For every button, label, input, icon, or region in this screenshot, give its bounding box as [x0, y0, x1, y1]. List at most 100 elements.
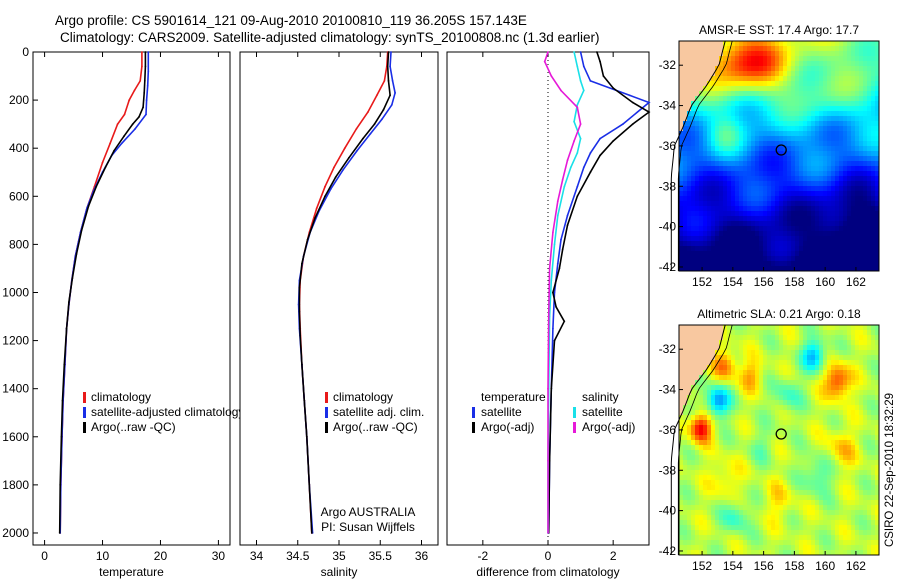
sla_map-heatmap-cell [735, 510, 740, 516]
sla_map-land-cell [691, 330, 696, 336]
sst_map-heatmap-cell [699, 221, 704, 227]
sla_map-heatmap-cell [763, 345, 768, 351]
sla_map-heatmap-cell [815, 535, 820, 541]
sst_map-heatmap-cell [787, 86, 792, 92]
sst_map-heatmap-cell [867, 41, 872, 47]
sst_map-heatmap-cell [863, 141, 868, 147]
sst_map-heatmap-cell [687, 111, 692, 117]
sla_map-heatmap-cell [855, 340, 860, 346]
sla_map-heatmap-cell [823, 440, 828, 446]
sla_map-heatmap-cell [687, 515, 692, 521]
sst_map-heatmap-cell [807, 126, 812, 132]
sst_map-heatmap-cell [699, 266, 704, 272]
sst_map-heatmap-cell [815, 261, 820, 267]
sst_map-heatmap-cell [811, 261, 816, 267]
sst_map-heatmap-cell [723, 41, 728, 47]
sst_map-heatmap-cell [843, 56, 848, 62]
sla_map-heatmap-cell [867, 535, 872, 541]
sst_map-heatmap-cell [679, 236, 684, 242]
sst_map-heatmap-cell [855, 141, 860, 147]
sst_map-heatmap-cell [759, 116, 764, 122]
sst_map-heatmap-cell [803, 56, 808, 62]
sst_map-heatmap-cell [867, 106, 872, 112]
sst_map-heatmap-cell [735, 136, 740, 142]
sst_map-heatmap-cell [783, 201, 788, 207]
sst_map-heatmap-cell [875, 71, 880, 77]
sst_map-heatmap-cell [791, 81, 796, 87]
sla_map-heatmap-cell [855, 390, 860, 396]
sla_map-heatmap-cell [687, 450, 692, 456]
sla_map-heatmap-cell [767, 465, 772, 471]
sst_map-heatmap-cell [779, 81, 784, 87]
sst_map-heatmap-cell [795, 186, 800, 192]
sla_map-heatmap-cell [803, 510, 808, 516]
sst_map-heatmap-cell [759, 221, 764, 227]
sla_map-heatmap-cell [867, 385, 872, 391]
sla_map-heatmap-cell [835, 440, 840, 446]
sla_map-heatmap-cell [839, 470, 844, 476]
sla_map-heatmap-cell [839, 375, 844, 381]
sst_map-heatmap-cell [835, 171, 840, 177]
sst_map-land-cell [707, 51, 712, 57]
sst_map-heatmap-cell [691, 186, 696, 192]
sla_map-heatmap-cell [779, 325, 784, 331]
sst_map-heatmap-cell [711, 151, 716, 157]
sla_map-heatmap-cell [855, 400, 860, 406]
sst_map-heatmap-cell [831, 76, 836, 82]
sst_map-heatmap-cell [787, 141, 792, 147]
sst_map-heatmap-cell [875, 241, 880, 247]
sst_map-heatmap-cell [819, 61, 824, 67]
sst_map-heatmap-cell [807, 186, 812, 192]
sst_map-heatmap-cell [807, 241, 812, 247]
sst_map-heatmap-cell [867, 161, 872, 167]
sla_map-heatmap-cell [743, 370, 748, 376]
sla_map-heatmap-cell [787, 445, 792, 451]
sst_map-heatmap-cell [795, 151, 800, 157]
sst_map-heatmap-cell [867, 171, 872, 177]
difference-data-point [589, 171, 592, 174]
sst_map-heatmap-cell [763, 171, 768, 177]
sst_map-heatmap-cell [711, 126, 716, 132]
sla_map-heatmap-cell [839, 510, 844, 516]
sla_map-heatmap-cell [703, 440, 708, 446]
sla_map-heatmap-cell [859, 450, 864, 456]
sla_map-heatmap-cell [815, 340, 820, 346]
sla_map-heatmap-cell [735, 375, 740, 381]
sla_map-heatmap-cell [775, 460, 780, 466]
sst_map-heatmap-cell [755, 96, 760, 102]
sla_map-heatmap-cell [775, 510, 780, 516]
sla_map-heatmap-cell [747, 515, 752, 521]
sla_map-heatmap-cell [811, 380, 816, 386]
sst_map-land-cell [687, 61, 692, 67]
sst_map-heatmap-cell [859, 136, 864, 142]
sst_map-heatmap-cell [779, 226, 784, 232]
sst_map-heatmap-cell [707, 201, 712, 207]
sla_map-heatmap-cell [775, 405, 780, 411]
sla_map-heatmap-cell [723, 495, 728, 501]
sst_map-heatmap-cell [715, 246, 720, 252]
sst_map-heatmap-cell [827, 76, 832, 82]
sst_map-heatmap-cell [795, 156, 800, 162]
sla_map-heatmap-cell [699, 540, 704, 546]
sst_map-heatmap-cell [687, 216, 692, 222]
sst_map-heatmap-cell [811, 126, 816, 132]
sst_map-heatmap-cell [867, 166, 872, 172]
sla_map-land-cell [691, 350, 696, 356]
sla_map-heatmap-cell [863, 465, 868, 471]
sla_map-heatmap-cell [755, 525, 760, 531]
sla_map-heatmap-cell [807, 325, 812, 331]
sst_map-heatmap-cell [711, 91, 716, 97]
sst_map-heatmap-cell [823, 191, 828, 197]
sla_map-heatmap-cell [871, 505, 876, 511]
sst_map-heatmap-cell [851, 101, 856, 107]
sst_map-heatmap-cell [751, 146, 756, 152]
sst_map-heatmap-cell [747, 86, 752, 92]
sla_map-heatmap-cell [695, 530, 700, 536]
sst_map-heatmap-cell [843, 106, 848, 112]
sst_map-heatmap-cell [807, 141, 812, 147]
sst_map-heatmap-cell [743, 126, 748, 132]
sla_map-heatmap-cell [703, 515, 708, 521]
sst_map-land-cell [687, 91, 692, 97]
sst_map-heatmap-cell [823, 106, 828, 112]
sla_map-heatmap-cell [815, 475, 820, 481]
